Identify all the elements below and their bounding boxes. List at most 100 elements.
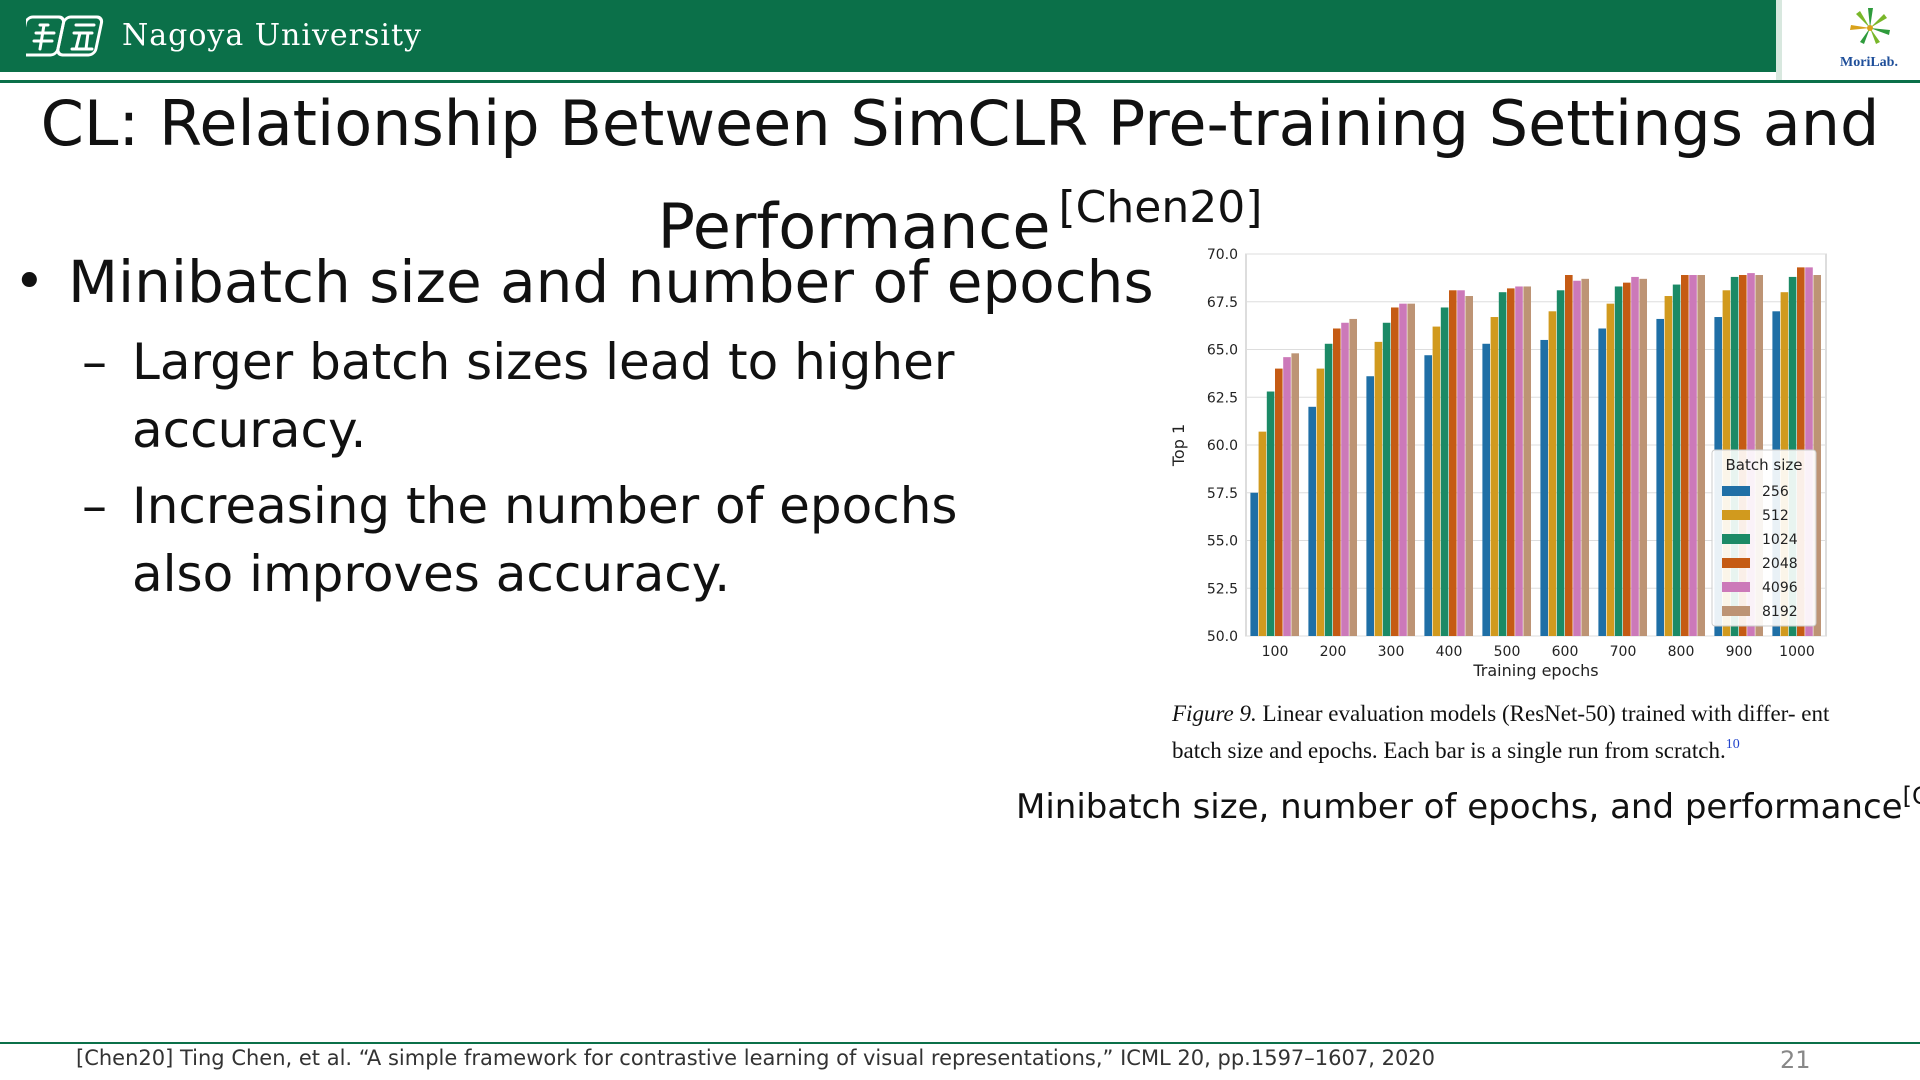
legend-swatch	[1722, 558, 1750, 568]
y-tick-label: 50.0	[1207, 629, 1238, 645]
bar	[1672, 284, 1681, 636]
figure-caption-text: Linear evaluation models (ResNet-50) tra…	[1172, 701, 1830, 763]
bar	[1606, 303, 1615, 636]
legend-label: 8192	[1762, 604, 1798, 620]
x-axis-label: Training epochs	[1472, 661, 1598, 680]
bar	[1681, 275, 1689, 636]
bar-chart: 50.0 52.5 55.0 57.5 60.0 62.5 65.0 67.5 70.0 100 2…	[1169, 247, 1827, 680]
bar	[1266, 391, 1275, 636]
sub-bullet-text: Increasing the number of epochs	[132, 477, 958, 535]
bar	[1573, 280, 1581, 636]
bar	[1449, 290, 1457, 636]
lab-logo-text: MoriLab.	[1840, 55, 1898, 70]
x-tick-label: 200	[1320, 644, 1347, 660]
bar	[1399, 303, 1407, 636]
sub-bullet-2: – Increasing the number of epochs also i…	[14, 472, 1154, 608]
y-tick-label: 60.0	[1207, 438, 1238, 454]
x-tick-label: 500	[1494, 644, 1521, 660]
image-caption: Minibatch size, number of epochs, and pe…	[1016, 772, 1920, 831]
header-band	[0, 0, 1920, 72]
x-tick-label: 800	[1668, 644, 1695, 660]
bar	[1424, 355, 1432, 636]
bar	[1407, 303, 1415, 636]
bullet-list: Minibatch size and number of epochs – La…	[14, 238, 1154, 608]
legend-swatch	[1722, 510, 1750, 520]
lab-logo-panel	[1776, 0, 1920, 80]
image-caption-citation: [Chen20]	[1902, 782, 1920, 810]
x-tick-label: 300	[1378, 644, 1405, 660]
y-tick-label: 65.0	[1207, 343, 1238, 359]
bar	[1556, 290, 1565, 636]
bar	[1498, 292, 1507, 636]
y-tick-label: 55.0	[1207, 534, 1238, 550]
figure-caption-footnote: 10	[1725, 737, 1740, 752]
x-tick-label: 900	[1726, 644, 1753, 660]
x-tick-label: 600	[1552, 644, 1579, 660]
y-tick-label: 70.0	[1207, 247, 1238, 263]
bar	[1664, 296, 1673, 636]
bar	[1283, 357, 1291, 636]
legend-label: 4096	[1762, 580, 1798, 596]
bar	[1581, 278, 1589, 636]
sub-bullet-dash: –	[82, 333, 107, 391]
bar	[1291, 353, 1299, 636]
x-tick-label: 700	[1610, 644, 1637, 660]
y-tick-label: 52.5	[1207, 581, 1238, 597]
bar	[1548, 311, 1557, 636]
bar	[1258, 431, 1267, 636]
bar	[1631, 276, 1639, 636]
legend-swatch	[1722, 534, 1750, 544]
y-axis-label: Top 1	[1169, 424, 1188, 467]
legend-label: 512	[1762, 508, 1789, 524]
y-tick-label: 57.5	[1207, 486, 1238, 502]
bar	[1374, 341, 1383, 636]
y-tick-label: 62.5	[1207, 390, 1238, 406]
bar	[1349, 318, 1357, 636]
page-number: 21	[1780, 1046, 1811, 1074]
bar	[1697, 275, 1705, 636]
figure-caption: Figure 9. Linear evaluation models (ResN…	[1172, 698, 1872, 766]
bar	[1341, 322, 1349, 636]
x-tick-label: 1000	[1779, 644, 1815, 660]
bar	[1540, 339, 1548, 636]
sub-bullet-text: Larger batch sizes lead to higher accura…	[132, 333, 955, 459]
university-name: Nagoya University	[122, 18, 423, 53]
bar	[1689, 275, 1697, 636]
bar	[1656, 318, 1664, 636]
sub-bullet-text: also improves accuracy.	[132, 545, 731, 603]
bar	[1523, 286, 1531, 636]
bar	[1457, 290, 1465, 636]
bar	[1316, 368, 1325, 636]
x-tick-label: 400	[1436, 644, 1463, 660]
bar	[1382, 322, 1391, 636]
bar	[1813, 275, 1821, 636]
header-divider	[0, 80, 1920, 83]
bar	[1565, 275, 1573, 636]
bar	[1490, 317, 1499, 636]
sub-bullet-1: – Larger batch sizes lead to higher accu…	[14, 328, 1154, 464]
morilab-logo: MoriLab.	[1840, 8, 1898, 70]
bar	[1324, 343, 1333, 636]
legend-label: 256	[1762, 484, 1789, 500]
bar	[1482, 343, 1490, 636]
legend-swatch	[1722, 582, 1750, 592]
x-tick-label: 100	[1262, 644, 1289, 660]
bar	[1333, 328, 1341, 636]
bar	[1366, 376, 1374, 636]
legend-swatch	[1722, 486, 1750, 496]
bar	[1598, 328, 1606, 636]
legend-swatch	[1722, 606, 1750, 616]
y-tick-label: 67.5	[1207, 295, 1238, 311]
bar	[1250, 492, 1258, 636]
bar	[1308, 406, 1316, 636]
footer-reference: [Chen20] Ting Chen, et al. “A simple fra…	[76, 1046, 1436, 1070]
bullet-main: Minibatch size and number of epochs	[14, 238, 1154, 326]
legend-title: Batch size	[1726, 456, 1803, 474]
bar	[1440, 307, 1449, 636]
bar	[1623, 282, 1631, 636]
title-citation: [Chen20]	[1058, 182, 1263, 233]
figure-caption-label: Figure 9.	[1172, 701, 1257, 726]
bar	[1507, 288, 1515, 636]
footer-divider	[0, 1042, 1920, 1044]
university-emblem-icon	[26, 15, 104, 57]
